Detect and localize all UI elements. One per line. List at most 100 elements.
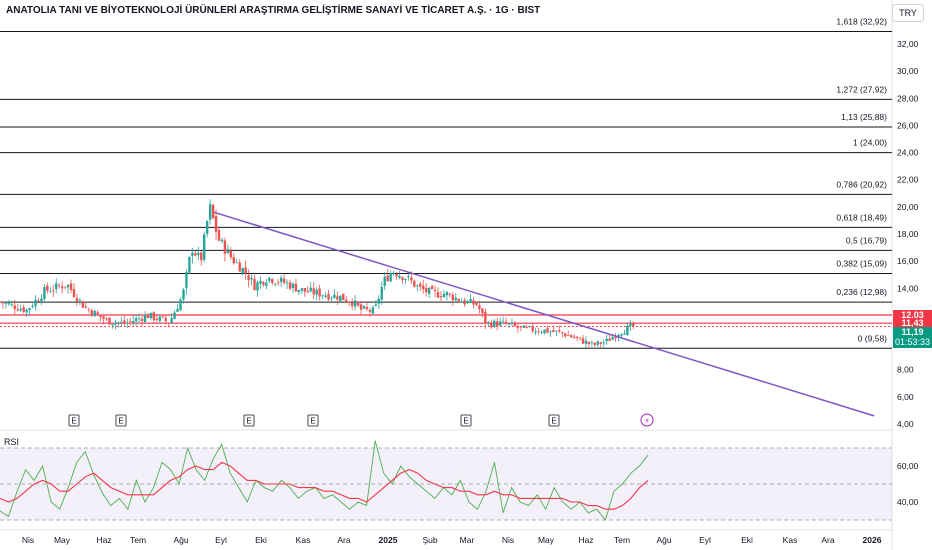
candle-body bbox=[229, 250, 233, 258]
candle-body bbox=[327, 293, 330, 300]
candle-body bbox=[413, 280, 416, 287]
candle-body bbox=[16, 309, 19, 311]
candle-body bbox=[611, 337, 614, 340]
candle-body bbox=[567, 335, 570, 336]
candle-body bbox=[129, 321, 132, 322]
candle-body bbox=[478, 305, 481, 310]
candle-body bbox=[259, 280, 262, 284]
candle-body bbox=[179, 299, 182, 310]
candle-body bbox=[345, 299, 348, 302]
y-tick-label: 20,00 bbox=[897, 202, 919, 212]
earnings-event-marker[interactable] bbox=[548, 414, 560, 427]
candle-body bbox=[43, 286, 46, 300]
candle-body bbox=[241, 268, 244, 274]
candle-body bbox=[96, 312, 99, 315]
earnings-event-marker[interactable] bbox=[307, 414, 319, 427]
candle-body bbox=[561, 332, 564, 334]
candle-body bbox=[457, 299, 460, 302]
rsi-ma-line bbox=[0, 461, 649, 510]
candle-body bbox=[34, 299, 37, 307]
candle-body bbox=[605, 338, 608, 342]
candle-body bbox=[472, 300, 475, 305]
y-tick-label: 28,00 bbox=[897, 93, 919, 103]
fib-level-label: 0,786 (20,92) bbox=[836, 179, 887, 189]
currency-button[interactable]: TRY bbox=[892, 4, 924, 22]
candle-body bbox=[487, 322, 490, 324]
candle-body bbox=[262, 281, 265, 285]
candles-group bbox=[0, 199, 635, 349]
candle-body bbox=[377, 298, 381, 304]
x-tick-label: Kas bbox=[296, 535, 311, 545]
trendline[interactable] bbox=[213, 211, 875, 417]
candle-body bbox=[581, 338, 585, 344]
candle-body bbox=[185, 272, 188, 288]
candle-body bbox=[392, 272, 395, 275]
fib-level-label: 0,5 (16,79) bbox=[846, 235, 887, 245]
candle-body bbox=[188, 256, 191, 273]
y-tick-label: 16,00 bbox=[897, 256, 919, 266]
candle-body bbox=[380, 286, 383, 300]
earnings-event-label: E bbox=[71, 417, 76, 426]
candle-body bbox=[176, 309, 179, 312]
candle-body bbox=[117, 322, 120, 324]
candle-body bbox=[205, 221, 209, 234]
candle-body bbox=[244, 267, 247, 274]
candle-body bbox=[214, 215, 218, 232]
earnings-event-marker[interactable] bbox=[243, 414, 255, 427]
candle-body bbox=[309, 287, 312, 292]
candle-body bbox=[362, 306, 366, 309]
candle-body bbox=[466, 301, 469, 304]
candle-body bbox=[493, 320, 496, 328]
candle-body bbox=[300, 288, 304, 291]
x-tick-label: Eki bbox=[741, 535, 753, 545]
candle-body bbox=[223, 240, 227, 254]
candle-body bbox=[312, 288, 315, 295]
candle-body bbox=[19, 308, 22, 311]
candle-body bbox=[419, 283, 422, 287]
earnings-event-marker[interactable] bbox=[115, 414, 127, 427]
fib-level-label: 1,272 (27,92) bbox=[836, 84, 887, 94]
candle-body bbox=[463, 300, 466, 305]
candle-body bbox=[469, 299, 472, 303]
earnings-event-label: E bbox=[310, 417, 315, 426]
candle-body bbox=[211, 204, 215, 219]
candle-body bbox=[416, 285, 419, 287]
candle-body bbox=[498, 321, 502, 326]
earnings-event-marker[interactable] bbox=[460, 414, 472, 427]
candle-body bbox=[102, 316, 105, 320]
candle-body bbox=[507, 323, 511, 325]
candle-body bbox=[318, 288, 321, 297]
candle-body bbox=[164, 317, 167, 322]
x-tick-label: Nis bbox=[502, 535, 514, 545]
candle-body bbox=[191, 252, 194, 256]
candle-body bbox=[546, 328, 549, 333]
candle-body bbox=[108, 317, 111, 325]
earnings-event-marker[interactable] bbox=[68, 414, 80, 427]
y-tick-label: 26,00 bbox=[897, 120, 919, 130]
candle-body bbox=[564, 333, 567, 337]
candle-body bbox=[25, 309, 28, 313]
x-tick-label: Haz bbox=[96, 535, 111, 545]
candle-body bbox=[63, 286, 67, 288]
dividend-event-marker[interactable] bbox=[640, 413, 654, 427]
candle-body bbox=[410, 277, 413, 281]
candle-body bbox=[528, 326, 531, 327]
candle-body bbox=[197, 252, 200, 255]
candle-body bbox=[321, 295, 324, 297]
candle-body bbox=[247, 275, 250, 281]
candle-body bbox=[614, 336, 617, 339]
candle-body bbox=[593, 342, 597, 346]
price-tag: 11,19 bbox=[893, 326, 932, 338]
candle-body bbox=[306, 291, 309, 293]
candle-body bbox=[632, 322, 635, 327]
x-tick-label: Tem bbox=[130, 535, 146, 545]
candle-body bbox=[93, 310, 96, 317]
candle-body bbox=[368, 309, 372, 312]
candle-body bbox=[513, 323, 517, 326]
candle-body bbox=[57, 285, 61, 287]
candle-body bbox=[336, 296, 339, 300]
candle-body bbox=[460, 301, 463, 303]
x-tick-label: Kas bbox=[783, 535, 798, 545]
candle-body bbox=[13, 305, 16, 310]
